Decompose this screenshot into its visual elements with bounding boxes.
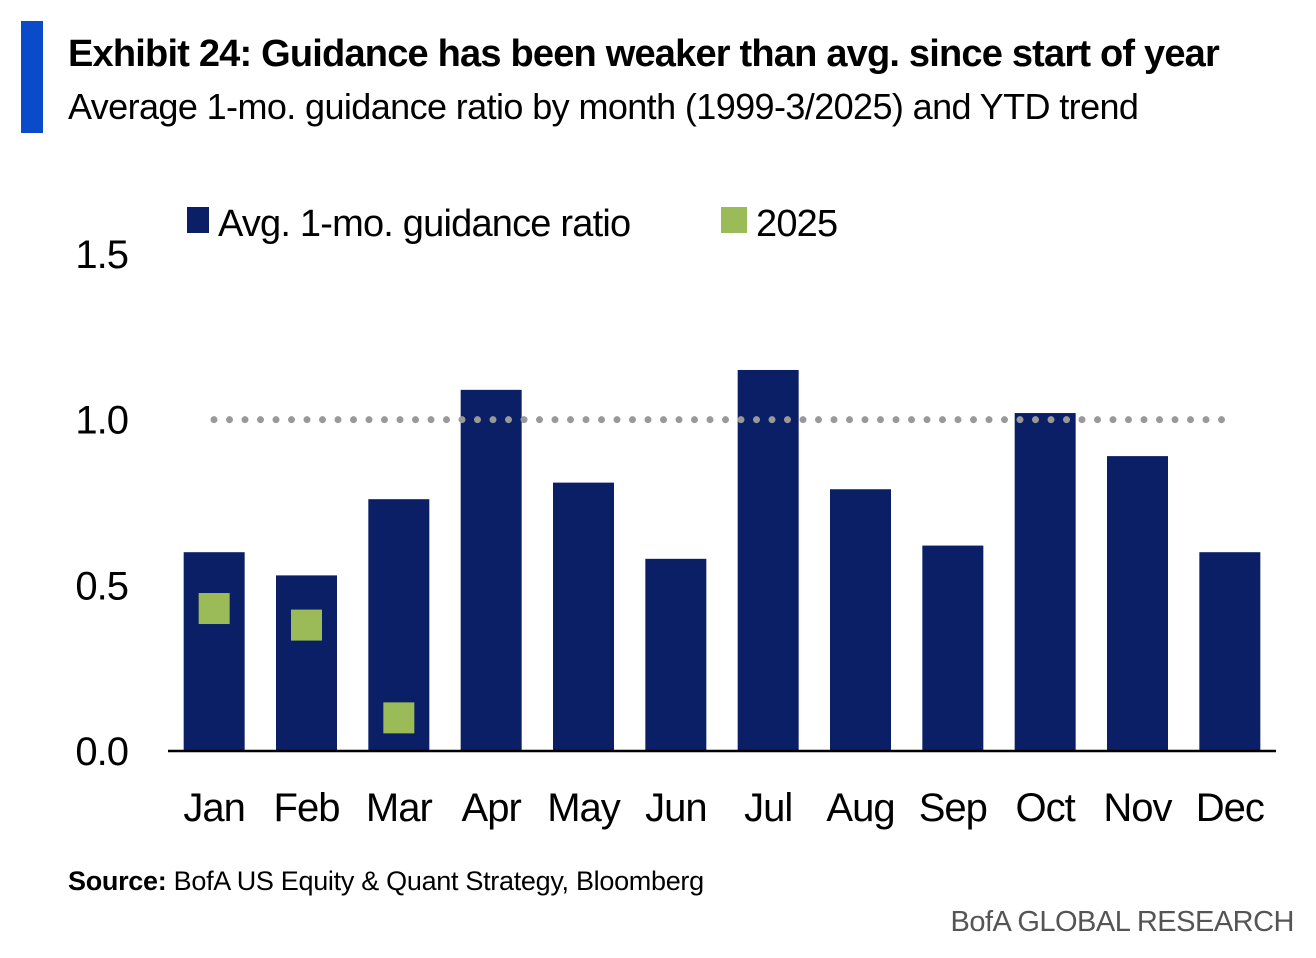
bar-apr: [460, 389, 522, 751]
chart-title: Exhibit 24: Guidance has been weaker tha…: [68, 33, 1220, 75]
bar-chart: Avg. 1-mo. guidance ratio 2025 0.0 0.5 1.0…: [75, 203, 1276, 830]
bar-jul: [737, 369, 799, 751]
legend-swatch-avg: [187, 207, 209, 233]
legend-label-2025: 2025: [756, 203, 837, 245]
bar-nov: [1107, 456, 1168, 751]
x-tick-label: Jan: [183, 786, 245, 830]
legend-swatch-2025: [721, 207, 747, 233]
x-tick-label: Jul: [744, 786, 792, 830]
marker-2025-feb: [291, 609, 322, 641]
bar-aug: [830, 489, 891, 751]
accent-bar: [21, 21, 43, 133]
bar-feb: [276, 575, 337, 751]
markers-2025: [198, 593, 415, 734]
legend-label-avg: Avg. 1-mo. guidance ratio: [218, 203, 630, 245]
source-note: Source: BofA US Equity & Quant Strategy,…: [68, 866, 704, 897]
bar-jan: [183, 552, 245, 751]
y-tick-label: 1.0: [75, 399, 128, 443]
bars: [183, 369, 1261, 751]
y-tick-label: 1.5: [75, 233, 128, 277]
bar-sep: [922, 545, 984, 751]
bar-may: [553, 482, 614, 751]
x-axis-ticks: Jan Feb Mar Apr May Jun Jul Aug Sep Oct Nov Dec: [183, 786, 1264, 830]
y-tick-label: 0.0: [75, 730, 128, 774]
x-tick-label: Mar: [366, 786, 433, 830]
x-tick-label: Apr: [462, 786, 522, 830]
x-tick-label: Aug: [826, 786, 894, 830]
legend: Avg. 1-mo. guidance ratio 2025: [187, 203, 838, 245]
bar-jun: [645, 558, 707, 751]
x-tick-label: Oct: [1016, 786, 1076, 830]
y-axis-ticks: 0.0 0.5 1.0 1.5: [75, 233, 129, 774]
brand-label: BofA GLOBAL RESEARCH: [950, 906, 1294, 938]
x-tick-label: Jun: [645, 786, 707, 830]
marker-2025-mar: [383, 702, 415, 734]
source-text: BofA US Equity & Quant Strategy, Bloombe…: [173, 866, 704, 896]
x-tick-label: Nov: [1103, 786, 1172, 830]
x-tick-label: Sep: [919, 786, 987, 830]
x-tick-label: May: [547, 786, 621, 830]
bar-dec: [1199, 552, 1261, 751]
marker-2025-jan: [198, 593, 230, 625]
source-label: Source:: [68, 866, 167, 896]
x-tick-label: Feb: [274, 786, 340, 830]
chart-subtitle: Average 1-mo. guidance ratio by month (1…: [68, 86, 1139, 127]
bar-oct: [1014, 413, 1076, 751]
y-tick-label: 0.5: [75, 564, 128, 608]
x-tick-label: Dec: [1196, 786, 1264, 830]
